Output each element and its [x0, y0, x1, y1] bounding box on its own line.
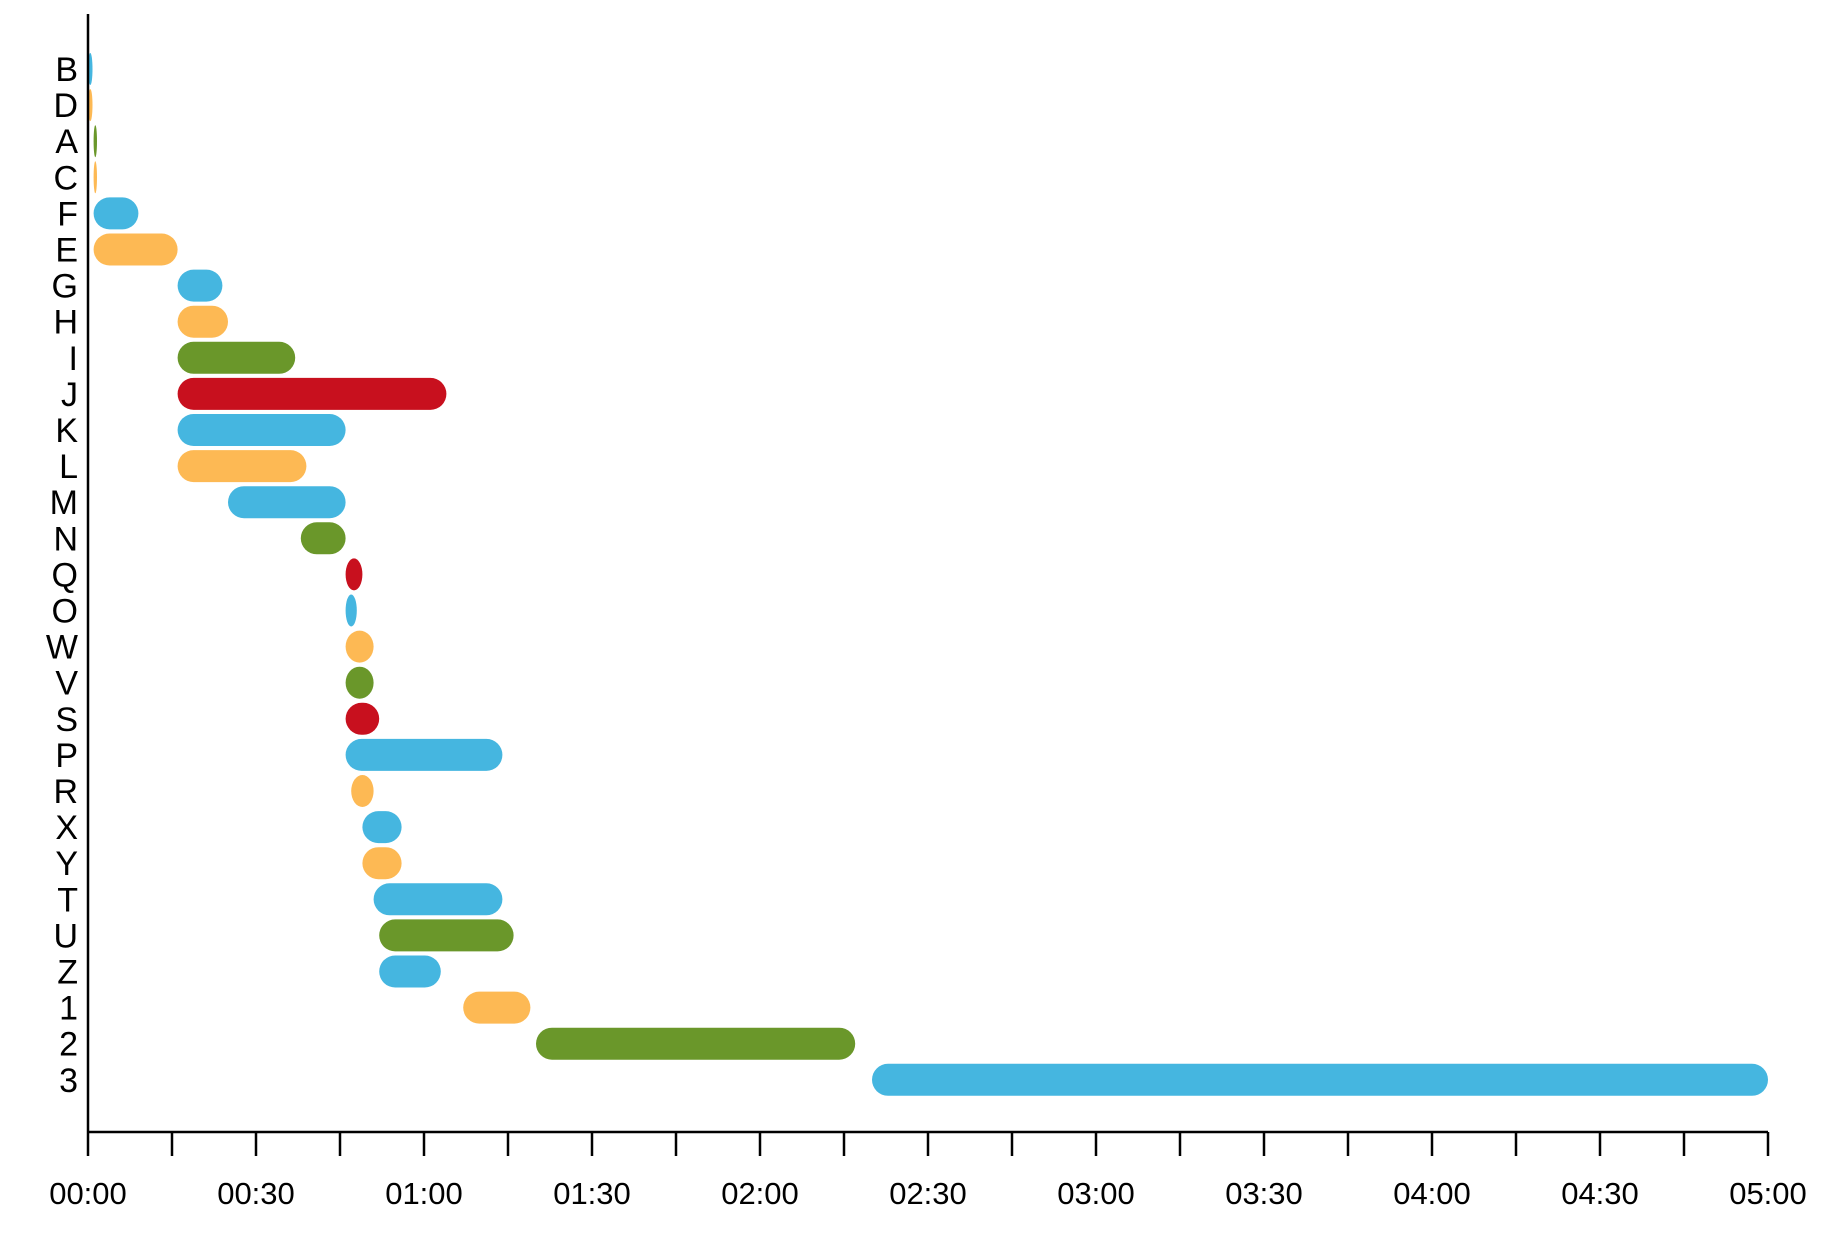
- task-bar-Q: [345, 558, 363, 591]
- task-bar-W: [345, 630, 374, 663]
- x-tick-label-0200: 02:00: [721, 1176, 799, 1211]
- x-tick-label-0100: 01:00: [385, 1176, 463, 1211]
- category-label-T: T: [57, 881, 78, 919]
- x-tick-label-0400: 04:00: [1393, 1176, 1471, 1211]
- category-label-U: U: [53, 917, 78, 955]
- category-label-3: 3: [59, 1062, 78, 1100]
- category-label-K: K: [55, 412, 78, 450]
- task-bar-J: [177, 377, 447, 410]
- task-bar-R: [351, 775, 374, 807]
- category-label-G: G: [52, 268, 78, 306]
- category-label-A: A: [55, 123, 78, 161]
- task-bar-V: [345, 666, 374, 699]
- task-bars: [88, 53, 1768, 1096]
- category-label-D: D: [53, 87, 78, 125]
- x-tick-label-0000: 00:00: [49, 1176, 127, 1211]
- category-label-V: V: [55, 665, 78, 703]
- task-bar-H: [177, 305, 228, 338]
- category-label-Z: Z: [57, 954, 78, 992]
- task-bar-C: [93, 161, 97, 194]
- task-bar-F: [93, 197, 139, 230]
- category-label-L: L: [59, 448, 78, 486]
- category-label-2: 2: [59, 1026, 78, 1064]
- category-label-X: X: [55, 809, 78, 847]
- task-bar-O: [345, 594, 357, 627]
- x-tick-label-0300: 03:00: [1057, 1176, 1135, 1211]
- category-label-P: P: [55, 737, 78, 775]
- task-bar-I: [177, 341, 296, 374]
- task-bar-N: [300, 522, 346, 555]
- category-label-1: 1: [59, 990, 78, 1028]
- task-bar-K: [177, 414, 346, 446]
- x-tick-label-0500: 05:00: [1729, 1176, 1807, 1211]
- category-label-O: O: [52, 593, 78, 631]
- x-tick-label-0230: 02:30: [889, 1176, 967, 1211]
- category-label-I: I: [69, 340, 78, 378]
- task-bar-A: [93, 125, 97, 158]
- x-tick-label-0030: 00:30: [217, 1176, 295, 1211]
- task-bar-Y: [362, 847, 402, 880]
- task-bar-T: [373, 883, 503, 916]
- x-axis-tick-labels: 00:00 00:30 01:00 01:30 02:00 02:30 03:00 03:30…: [49, 1176, 1807, 1211]
- x-axis-ticks: [86, 1132, 1770, 1156]
- task-bar-3: [872, 1063, 1768, 1096]
- task-bar-2: [536, 1027, 856, 1060]
- task-bar-1: [463, 991, 531, 1024]
- category-label-N: N: [53, 520, 78, 558]
- task-bar-L: [177, 450, 307, 483]
- category-label-M: M: [50, 484, 78, 522]
- task-bar-M: [228, 486, 346, 519]
- category-label-F: F: [57, 195, 78, 233]
- category-label-E: E: [55, 232, 78, 270]
- category-label-R: R: [53, 773, 78, 811]
- category-label-Y: Y: [55, 845, 78, 883]
- category-label-W: W: [46, 629, 78, 667]
- category-label-B: B: [55, 51, 78, 89]
- task-bar-U: [379, 919, 514, 952]
- task-bar-G: [177, 269, 223, 302]
- category-label-S: S: [55, 701, 78, 739]
- task-bar-Z: [379, 955, 441, 988]
- task-bar-X: [362, 811, 402, 844]
- task-bar-E: [93, 233, 178, 266]
- task-bar-P: [345, 738, 503, 771]
- task-bar-S: [345, 702, 380, 735]
- category-label-J: J: [61, 376, 78, 414]
- x-tick-label-0330: 03:30: [1225, 1176, 1303, 1211]
- category-label-C: C: [53, 159, 78, 197]
- category-label-Q: Q: [52, 556, 78, 594]
- x-tick-label-0430: 04:30: [1561, 1176, 1639, 1211]
- category-label-H: H: [53, 304, 78, 342]
- x-tick-label-0130: 01:30: [553, 1176, 631, 1211]
